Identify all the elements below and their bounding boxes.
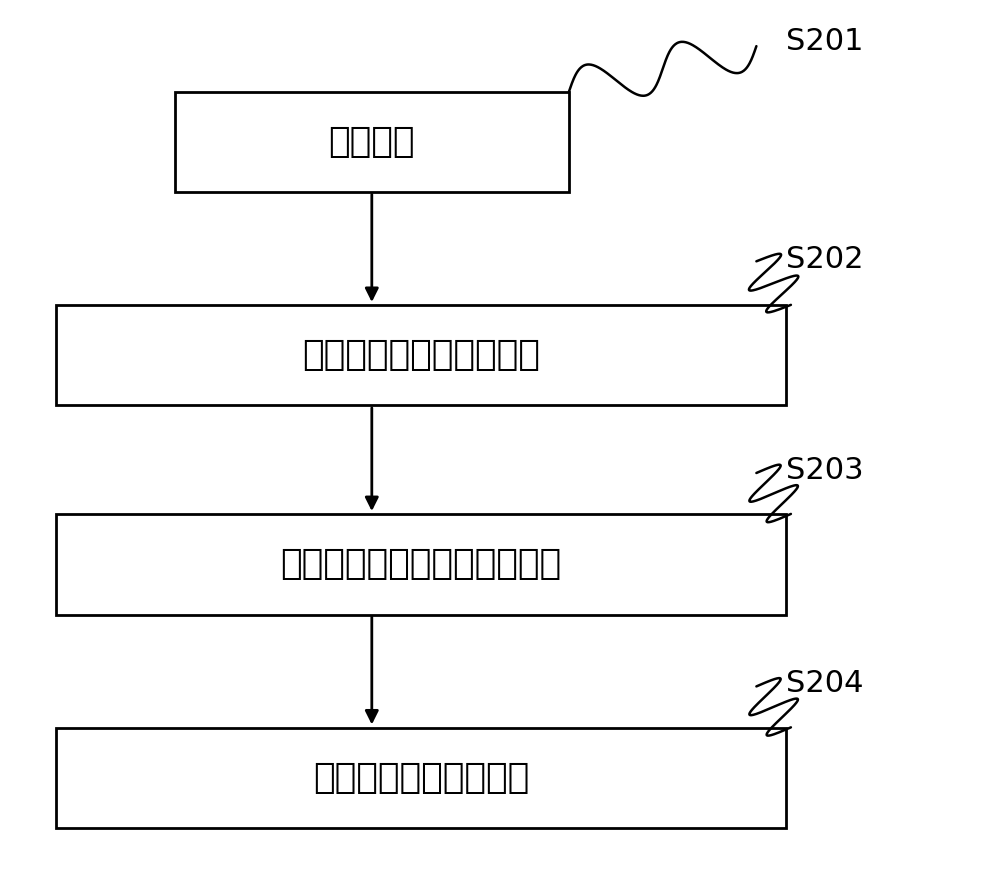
Text: S203: S203 bbox=[786, 456, 864, 485]
Text: 报警模块发出声光报警: 报警模块发出声光报警 bbox=[313, 761, 529, 795]
Text: S202: S202 bbox=[786, 245, 863, 274]
Text: S204: S204 bbox=[786, 669, 863, 698]
Text: 分析探测结果并输出控制指令: 分析探测结果并输出控制指令 bbox=[281, 548, 562, 581]
Bar bbox=[56, 305, 786, 405]
Text: 启动系统: 启动系统 bbox=[329, 125, 415, 159]
Bar bbox=[56, 514, 786, 614]
Text: S201: S201 bbox=[786, 27, 863, 57]
Bar bbox=[175, 92, 569, 192]
Bar bbox=[56, 727, 786, 828]
Text: 判断车辆周围障碍物状态: 判断车辆周围障碍物状态 bbox=[302, 338, 540, 373]
